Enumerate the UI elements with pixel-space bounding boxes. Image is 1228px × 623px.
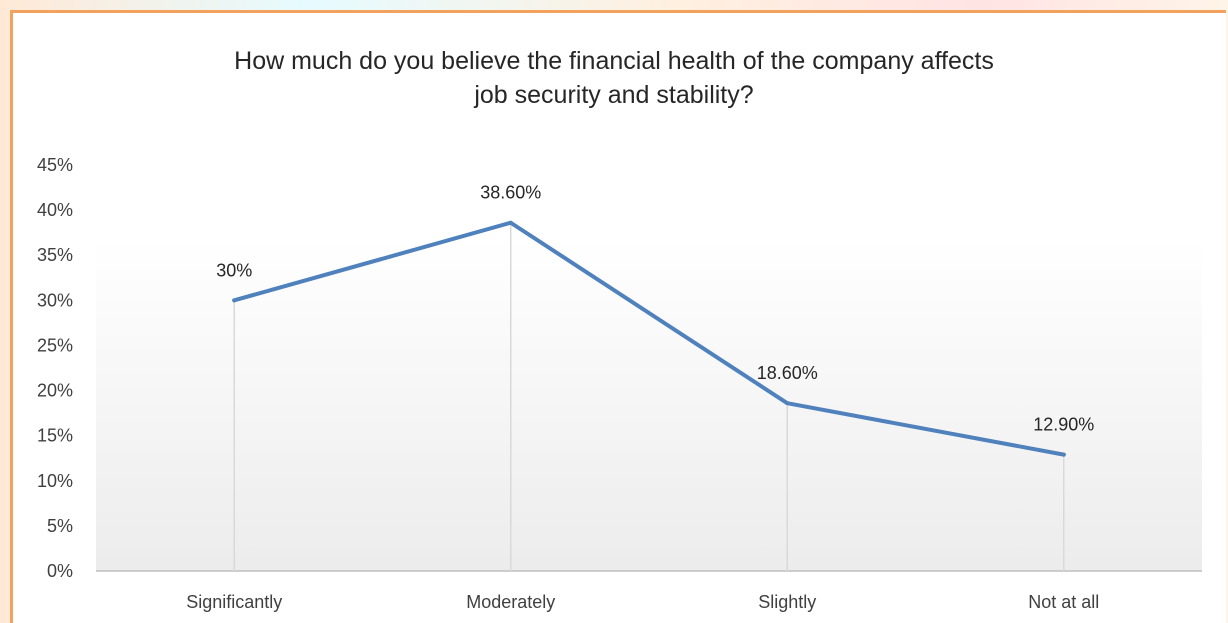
data-label: 30% [216,260,252,280]
y-tick-label: 20% [37,381,73,401]
series-line [232,220,1066,457]
x-axis: Significantly Moderately Slightly Not at al… [96,570,1202,612]
data-label: 38.60% [480,183,541,203]
x-tick-label: Not at all [1028,592,1099,612]
x-tick-label: Moderately [466,592,555,612]
y-tick-label: 30% [37,290,73,310]
data-point [1061,452,1066,457]
series [232,220,1066,457]
chart-title: How much do you believe the financial he… [0,44,1228,112]
data-label: 18.60% [757,363,818,383]
y-tick-label: 0% [47,561,73,581]
data-point [785,401,790,406]
x-tick-label: Slightly [758,592,816,612]
plot-background [96,240,1202,571]
chart-title-line-2: job security and stability? [474,81,754,109]
y-tick-label: 10% [37,471,73,491]
y-tick-label: 45% [37,155,73,175]
y-tick-label: 35% [37,245,73,265]
x-tick-label: Significantly [186,592,282,612]
data-label: 12.90% [1033,415,1094,435]
y-tick-label: 25% [37,335,73,355]
y-tick-label: 15% [37,426,73,446]
y-axis: 0% 5% 10% 15% 20% 25% 30% 35% 40% 45% [37,155,73,581]
drop-lines [233,222,1065,571]
y-tick-label: 5% [47,516,73,536]
y-tick-label: 40% [37,200,73,220]
data-point [232,298,237,303]
data-point [508,220,513,225]
data-labels: 30% 38.60% 18.60% 12.90% [216,183,1094,435]
chart-title-line-1: How much do you believe the financial he… [234,47,994,75]
